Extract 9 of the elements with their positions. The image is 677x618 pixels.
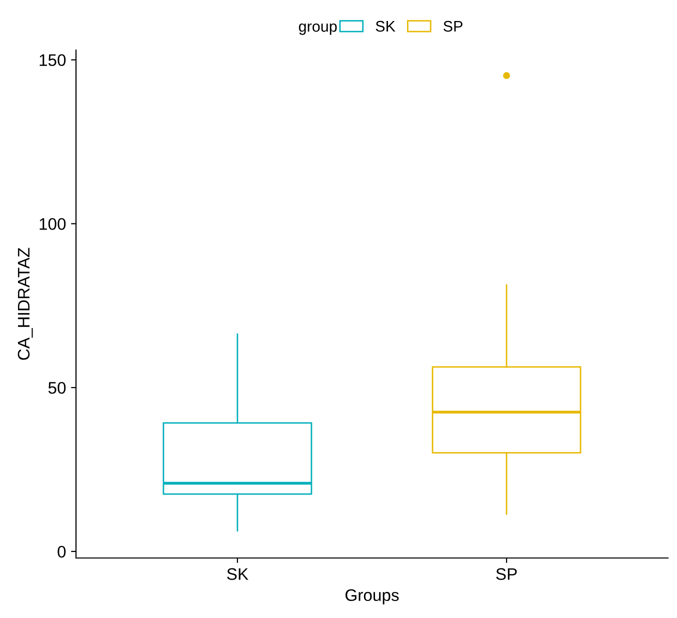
y-tick-label: 100 — [40, 218, 66, 230]
y-tick-label: 50 — [48, 382, 66, 394]
legend-title: group — [298, 23, 337, 35]
y-tick-label: 150 — [40, 54, 66, 66]
legend-label: SP — [444, 20, 462, 32]
legend-label: SK — [376, 20, 396, 32]
x-axis-title: Groups — [346, 589, 399, 604]
y-axis-title: CA_HIDRATAZ — [18, 248, 33, 360]
y-tick-label: 0 — [58, 546, 66, 558]
